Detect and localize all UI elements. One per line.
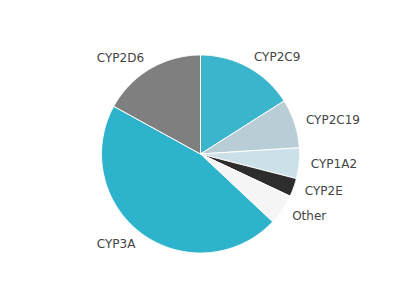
- svg-text:CYP2E: CYP2E: [305, 184, 343, 198]
- svg-text:CYP1A2: CYP1A2: [311, 157, 357, 171]
- svg-text:CYP2D6: CYP2D6: [97, 51, 144, 65]
- svg-text:CYP2C9: CYP2C9: [254, 50, 300, 64]
- svg-text:CYP2C19: CYP2C19: [306, 113, 360, 127]
- svg-text:CYP3A: CYP3A: [97, 237, 136, 251]
- svg-text:Other: Other: [292, 209, 326, 223]
